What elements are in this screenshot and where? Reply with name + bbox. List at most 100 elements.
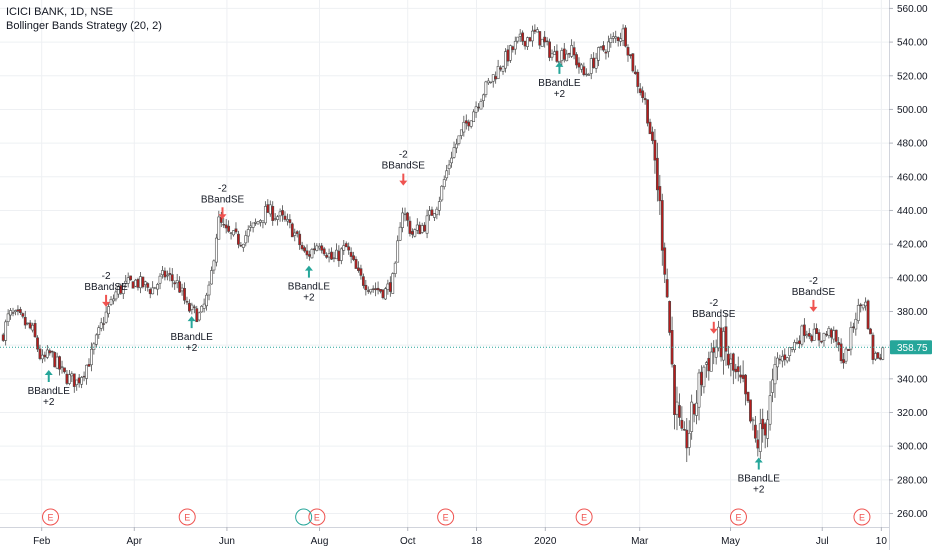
candle-body — [761, 418, 765, 430]
candle-body — [856, 305, 860, 321]
candle-body — [232, 230, 235, 236]
candle-body — [92, 343, 96, 350]
candle-body — [817, 332, 821, 341]
candle-body — [572, 47, 576, 56]
chart-legend[interactable]: ICICI BANK, 1D, NSE Bollinger Bands Stra… — [6, 5, 162, 33]
candle-body — [305, 250, 309, 256]
candle-body — [310, 249, 314, 259]
candle-body — [533, 29, 537, 32]
candle-body — [592, 57, 596, 69]
candle-body — [756, 439, 760, 449]
time-tick-label: 18 — [471, 536, 483, 547]
candle-body — [26, 322, 30, 325]
candle-body — [180, 287, 184, 292]
price-tick-label: 400.00 — [897, 273, 928, 284]
candle-body — [521, 32, 525, 42]
signal-name: BBandSE — [692, 309, 736, 320]
signal-qty: -2 — [399, 150, 408, 161]
candle-body — [678, 405, 681, 418]
candle-body — [263, 206, 267, 224]
candle-body — [6, 313, 10, 322]
candle-body — [724, 326, 728, 352]
candle-body — [751, 419, 755, 422]
candle-body — [474, 106, 478, 113]
candle-body — [349, 251, 353, 257]
candle-body — [75, 379, 79, 385]
candle-body — [584, 73, 588, 76]
candle-body — [788, 347, 792, 356]
candle-body — [484, 81, 488, 95]
candle-body — [807, 333, 811, 337]
candle-body — [195, 308, 199, 323]
price-axis[interactable]: 260.00280.00300.00320.00340.00360.00380.… — [889, 4, 928, 520]
long-arrow-icon — [44, 369, 53, 375]
candle-body — [63, 367, 66, 373]
candle-body — [866, 300, 870, 330]
candle-body — [170, 274, 174, 282]
candle-body — [359, 268, 363, 276]
candle-body — [281, 210, 284, 216]
long-arrow-icon — [187, 316, 196, 322]
candle-body — [535, 29, 539, 33]
candle-body — [371, 288, 375, 290]
candle-body — [692, 403, 696, 415]
candle-body — [410, 231, 414, 235]
candle-body — [847, 349, 850, 351]
candle-body — [482, 94, 485, 101]
signal-qty: +2 — [303, 293, 315, 304]
candle-body — [286, 219, 289, 222]
time-axis[interactable]: Feb Apr Jun Aug Oct 18 2020 Mar May Jul 10 — [33, 527, 887, 547]
candle-body — [646, 99, 649, 124]
candle-body — [200, 305, 204, 313]
candle-body — [322, 248, 326, 255]
candle-body — [156, 284, 159, 290]
candle-body — [217, 216, 221, 240]
candle-body — [550, 53, 554, 58]
candle-body — [1, 334, 5, 341]
candle-body — [290, 223, 294, 238]
candle-body — [629, 54, 632, 57]
candle-body — [869, 328, 872, 335]
time-tick-label: Aug — [311, 536, 329, 547]
candle-body — [109, 299, 113, 305]
price-tick-label: 420.00 — [897, 240, 928, 251]
candle-body — [38, 348, 42, 359]
candle-body — [825, 333, 828, 336]
candle-body — [317, 246, 321, 249]
candle-body — [227, 225, 231, 232]
candle-body — [246, 229, 250, 237]
candle-body — [425, 215, 429, 234]
candle-body — [643, 98, 647, 101]
candle-body — [704, 362, 708, 365]
candle-body — [114, 291, 118, 300]
candle-body — [548, 41, 551, 58]
candle-body — [486, 80, 490, 84]
candle-body — [871, 334, 875, 360]
candle-body — [276, 216, 280, 220]
candle-body — [633, 71, 637, 75]
candle-body — [660, 200, 664, 251]
candle-body — [717, 326, 721, 349]
candle-body — [112, 298, 115, 302]
long-arrow-icon — [754, 457, 763, 463]
earnings-icon — [178, 508, 196, 526]
candle-body — [357, 267, 360, 271]
candle-body — [94, 334, 98, 345]
signal-name: BBandLE — [170, 332, 213, 343]
candle-body — [283, 215, 287, 220]
candle-body — [175, 280, 179, 284]
candle-body — [445, 170, 449, 179]
candle-body — [580, 64, 583, 70]
candle-body — [722, 331, 725, 361]
short-arrow-icon — [399, 180, 408, 186]
candle-body — [364, 284, 368, 291]
candle-body — [391, 273, 395, 294]
candle-body — [288, 219, 292, 223]
candle-body — [614, 36, 618, 39]
candle-body — [597, 47, 600, 61]
candle-body — [330, 251, 333, 260]
price-tick-label: 460.00 — [897, 172, 928, 183]
signal-qty: -2 — [102, 271, 111, 282]
